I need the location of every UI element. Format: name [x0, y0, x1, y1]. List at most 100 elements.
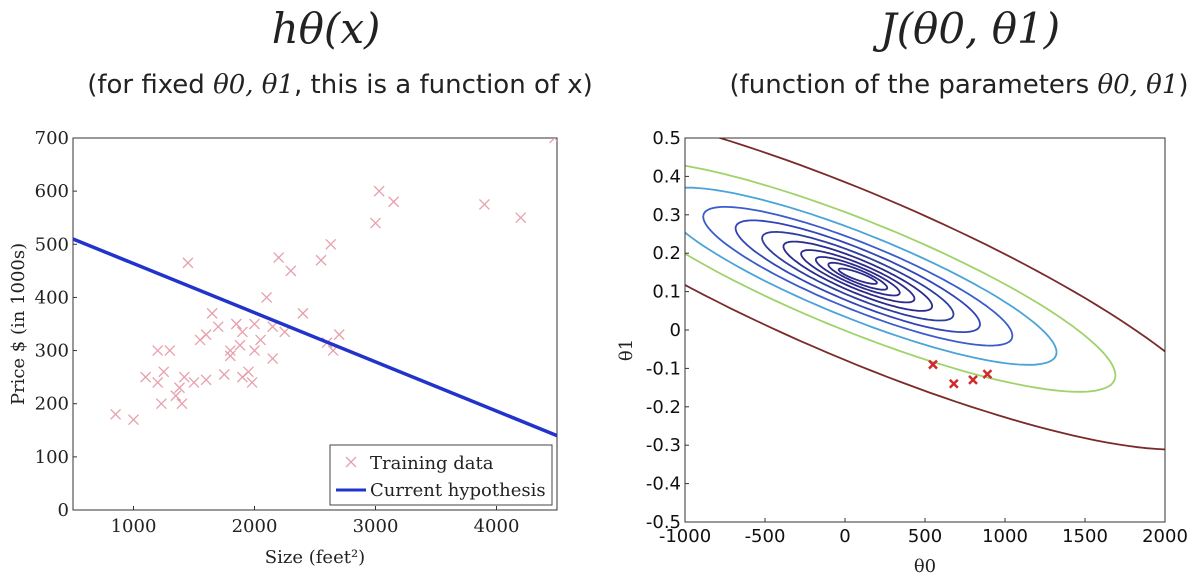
contour-level [734, 219, 981, 333]
training-point [128, 414, 139, 426]
training-point [373, 185, 385, 197]
contour-level [761, 230, 955, 322]
y-tick-label: 600 [35, 181, 69, 202]
contour-plot-bg [685, 138, 1165, 522]
theta1-tick-label: -0.4 [646, 474, 681, 495]
theta0-tick-label: -1000 [659, 526, 711, 547]
legend-training-label: Training data [370, 453, 494, 474]
training-point [176, 398, 188, 410]
theta0-axis-label: θ0 [914, 556, 936, 576]
contour-level [685, 186, 1058, 366]
contour-level [827, 261, 889, 291]
training-point [230, 318, 242, 330]
training-point [279, 326, 291, 338]
training-point [188, 376, 200, 388]
cost-function-subtitle-suffix: ) [1178, 70, 1189, 100]
training-point [297, 307, 309, 319]
training-point [164, 345, 176, 357]
x-tick-label: 1000 [111, 516, 157, 537]
training-point [246, 376, 258, 388]
training-point [224, 345, 236, 357]
training-point [218, 369, 230, 380]
training-point [140, 371, 152, 383]
parameter-point [968, 375, 978, 385]
legend-x-marker [345, 456, 357, 468]
hypothesis-line-group [73, 237, 557, 438]
training-point [206, 307, 218, 319]
training-point [285, 265, 297, 277]
theta1-tick-label: 0.2 [652, 243, 681, 264]
training-point [152, 376, 164, 388]
theta1-y-ticks: 0.5 0.4 0.3 0.2 0.1 0 -0.1 -0.2 -0.3 -0.4 -0.5 [646, 128, 689, 533]
training-points [110, 138, 557, 426]
cost-contour-chart: 0.5 0.4 0.3 0.2 0.1 0 -0.1 -0.2 -0.3 -0.4 -0.5 -10… [616, 128, 1188, 576]
training-point [333, 329, 345, 341]
theta0-tick-label: -500 [745, 526, 786, 547]
training-point [478, 198, 490, 210]
x-tick-label: 3000 [353, 516, 399, 537]
theta0-tick-label: 1000 [982, 526, 1028, 547]
training-point [388, 196, 400, 208]
theta1-tick-label: 0.4 [652, 166, 681, 187]
y-tick-label: 300 [35, 341, 69, 362]
training-point [182, 257, 194, 269]
size-axis-label: Size (feet²) [265, 547, 365, 568]
theta0-tick-label: 1500 [1062, 526, 1108, 547]
contour-level [685, 138, 1165, 451]
y-tick-label: 400 [35, 287, 69, 308]
y-tick-label: 200 [35, 394, 69, 415]
hypothesis-title: hθ(x) [271, 4, 381, 53]
theta0-tick-label: 2000 [1142, 526, 1188, 547]
contour-level [814, 256, 901, 297]
x-tick-label: 4000 [474, 516, 520, 537]
theta1-tick-label: 0.3 [652, 205, 681, 226]
theta0-x-ticks: -1000 -500 0 500 1000 1500 2000 [659, 518, 1188, 547]
cost-function-subtitle: (function of the parameters θ0, θ1) [720, 70, 1198, 100]
contour-level [782, 240, 933, 312]
hypothesis-subtitle: (for fixed θ0, θ1, this is a function of… [80, 70, 600, 100]
training-point [234, 339, 246, 351]
theta0-tick-label: 500 [908, 526, 942, 547]
contour-level [702, 206, 1014, 347]
theta0-tick-label: 0 [839, 526, 850, 547]
legend-hypothesis-label: Current hypothesis [370, 480, 546, 501]
hypothesis-subtitle-math: θ0, θ1 [213, 70, 294, 100]
contour-levels [685, 138, 1165, 451]
contour-level [837, 267, 878, 285]
x-tick-label: 2000 [232, 516, 278, 537]
hypothesis-subtitle-suffix: , this is a function of x) [294, 70, 593, 100]
legend-training-marker [345, 456, 357, 468]
training-point [155, 398, 167, 410]
theta1-tick-label: 0.5 [652, 128, 681, 149]
training-point [236, 326, 248, 338]
training-point [315, 254, 327, 266]
legend-box [329, 444, 553, 506]
cost-function-subtitle-prefix: (function of the parameters [729, 70, 1098, 100]
training-point [261, 291, 273, 303]
theta1-tick-label: 0.1 [652, 282, 681, 303]
training-point [178, 371, 190, 383]
training-point [170, 390, 182, 402]
price-y-ticks: 0 100 200 300 400 500 600 700 [35, 128, 77, 521]
contour-level [800, 249, 916, 304]
y-tick-label: 0 [58, 500, 69, 521]
training-point [249, 345, 260, 357]
y-tick-label: 700 [35, 128, 69, 149]
training-point [549, 138, 557, 144]
training-point [200, 329, 212, 341]
price-legend: Training data Current hypothesis [329, 444, 553, 506]
cost-function-subtitle-math: θ0, θ1 [1097, 70, 1179, 100]
hypothesis-subtitle-prefix: (for fixed [87, 70, 214, 100]
training-point [515, 212, 527, 224]
theta1-tick-label: -0.2 [646, 397, 681, 418]
training-point [224, 350, 236, 362]
cost-function-title: J(θ0, θ1) [879, 4, 1061, 53]
theta1-tick-label: 0 [670, 320, 681, 341]
y-tick-label: 100 [35, 447, 69, 468]
parameter-point [948, 378, 959, 389]
y-tick-label: 500 [35, 234, 69, 255]
training-point [370, 217, 381, 229]
theta1-axis-label: θ1 [616, 339, 637, 361]
training-point [200, 374, 212, 386]
parameter-points [928, 359, 993, 389]
